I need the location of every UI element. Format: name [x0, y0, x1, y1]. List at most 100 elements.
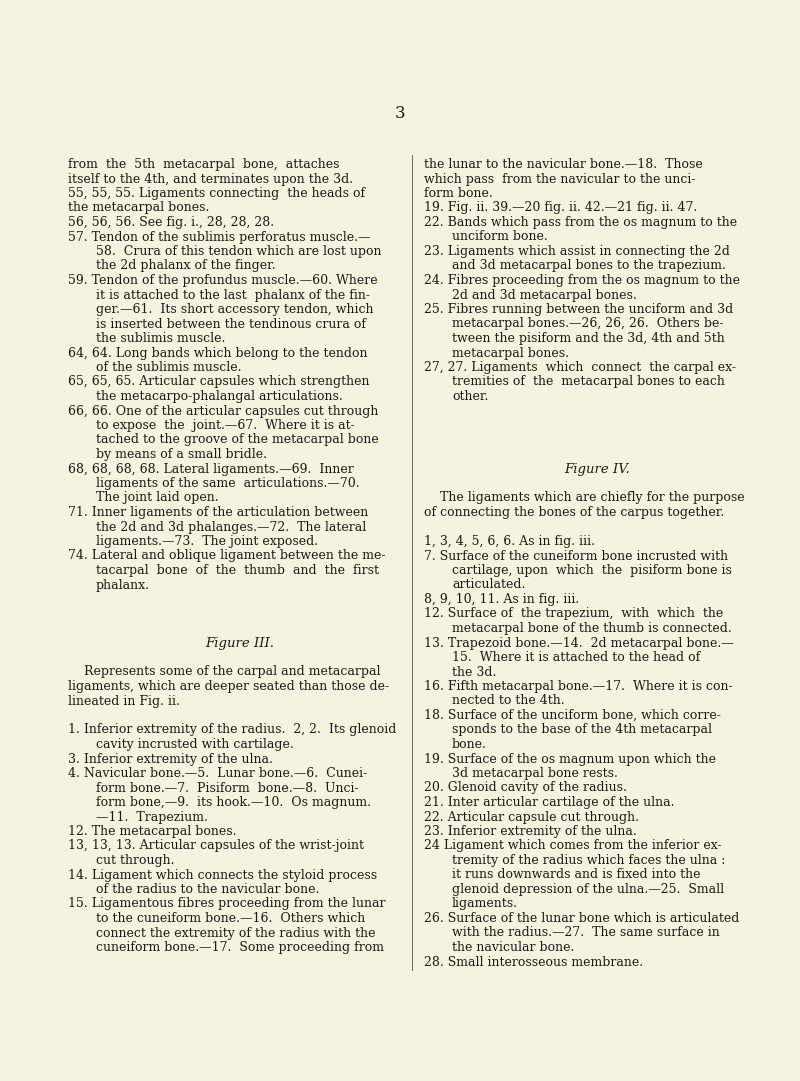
- Text: The joint laid open.: The joint laid open.: [96, 492, 218, 505]
- Text: the 2d phalanx of the finger.: the 2d phalanx of the finger.: [96, 259, 276, 272]
- Text: ger.—61.  Its short accessory tendon, which: ger.—61. Its short accessory tendon, whi…: [96, 303, 374, 316]
- Text: 57. Tendon of the sublimis perforatus muscle.—: 57. Tendon of the sublimis perforatus mu…: [68, 230, 370, 243]
- Text: itself to the 4th, and terminates upon the 3d.: itself to the 4th, and terminates upon t…: [68, 173, 353, 186]
- Text: 22. Bands which pass from the os magnum to the: 22. Bands which pass from the os magnum …: [424, 216, 737, 229]
- Text: connect the extremity of the radius with the: connect the extremity of the radius with…: [96, 926, 375, 939]
- Text: the navicular bone.: the navicular bone.: [452, 940, 574, 955]
- Text: the sublimis muscle.: the sublimis muscle.: [96, 332, 226, 345]
- Text: the 2d and 3d phalanges.—72.  The lateral: the 2d and 3d phalanges.—72. The lateral: [96, 520, 366, 534]
- Text: articulated.: articulated.: [452, 578, 526, 591]
- Text: ligaments of the same  articulations.—70.: ligaments of the same articulations.—70.: [96, 477, 360, 490]
- Text: 14. Ligament which connects the styloid process: 14. Ligament which connects the styloid …: [68, 868, 377, 881]
- Text: 55, 55, 55. Ligaments connecting  the heads of: 55, 55, 55. Ligaments connecting the hea…: [68, 187, 365, 200]
- Text: by means of a small bridle.: by means of a small bridle.: [96, 448, 267, 461]
- Text: tremity of the radius which faces the ulna :: tremity of the radius which faces the ul…: [452, 854, 726, 867]
- Text: 59. Tendon of the profundus muscle.—60. Where: 59. Tendon of the profundus muscle.—60. …: [68, 273, 378, 286]
- Text: 13. Trapezoid bone.—14.  2d metacarpal bone.—: 13. Trapezoid bone.—14. 2d metacarpal bo…: [424, 637, 734, 650]
- Text: tremities of  the  metacarpal bones to each: tremities of the metacarpal bones to eac…: [452, 375, 725, 388]
- Text: unciform bone.: unciform bone.: [452, 230, 548, 243]
- Text: ligaments.—73.  The joint exposed.: ligaments.—73. The joint exposed.: [96, 535, 318, 548]
- Text: Figure IV.: Figure IV.: [564, 463, 630, 476]
- Text: cuneiform bone.—17.  Some proceeding from: cuneiform bone.—17. Some proceeding from: [96, 940, 384, 955]
- Text: 4. Navicular bone.—5.  Lunar bone.—6.  Cunei-: 4. Navicular bone.—5. Lunar bone.—6. Cun…: [68, 768, 367, 780]
- Text: 23. Ligaments which assist in connecting the 2d: 23. Ligaments which assist in connecting…: [424, 245, 730, 258]
- Text: 56, 56, 56. See fig. i., 28, 28, 28.: 56, 56, 56. See fig. i., 28, 28, 28.: [68, 216, 274, 229]
- Text: bone.: bone.: [452, 738, 487, 751]
- Text: sponds to the base of the 4th metacarpal: sponds to the base of the 4th metacarpal: [452, 723, 712, 736]
- Text: with the radius.—27.  The same surface in: with the radius.—27. The same surface in: [452, 926, 720, 939]
- Text: 7. Surface of the cuneiform bone incrusted with: 7. Surface of the cuneiform bone incrust…: [424, 549, 728, 562]
- Text: Figure III.: Figure III.: [206, 637, 274, 650]
- Text: other.: other.: [452, 390, 488, 403]
- Text: form bone.: form bone.: [424, 187, 493, 200]
- Text: 58.  Crura of this tendon which are lost upon: 58. Crura of this tendon which are lost …: [96, 245, 382, 258]
- Text: metacarpal bone of the thumb is connected.: metacarpal bone of the thumb is connecte…: [452, 622, 732, 635]
- Text: which pass  from the navicular to the unci-: which pass from the navicular to the unc…: [424, 173, 695, 186]
- Text: 1. Inferior extremity of the radius.  2, 2.  Its glenoid: 1. Inferior extremity of the radius. 2, …: [68, 723, 396, 736]
- Text: tween the pisiform and the 3d, 4th and 5th: tween the pisiform and the 3d, 4th and 5…: [452, 332, 725, 345]
- Text: 25. Fibres running between the unciform and 3d: 25. Fibres running between the unciform …: [424, 303, 734, 316]
- Text: 15. Ligamentous fibres proceeding from the lunar: 15. Ligamentous fibres proceeding from t…: [68, 897, 386, 910]
- Text: 26. Surface of the lunar bone which is articulated: 26. Surface of the lunar bone which is a…: [424, 912, 739, 925]
- Text: 13, 13, 13. Articular capsules of the wrist-joint: 13, 13, 13. Articular capsules of the wr…: [68, 840, 364, 853]
- Text: and 3d metacarpal bones to the trapezium.: and 3d metacarpal bones to the trapezium…: [452, 259, 726, 272]
- Text: the 3d.: the 3d.: [452, 666, 496, 679]
- Text: tached to the groove of the metacarpal bone: tached to the groove of the metacarpal b…: [96, 433, 378, 446]
- Text: it is attached to the last  phalanx of the fin-: it is attached to the last phalanx of th…: [96, 289, 370, 302]
- Text: glenoid depression of the ulna.—25.  Small: glenoid depression of the ulna.—25. Smal…: [452, 883, 724, 896]
- Text: to expose  the  joint.—67.  Where it is at-: to expose the joint.—67. Where it is at-: [96, 419, 354, 432]
- Text: 21. Inter articular cartilage of the ulna.: 21. Inter articular cartilage of the uln…: [424, 796, 674, 809]
- Text: 27, 27. Ligaments  which  connect  the carpal ex-: 27, 27. Ligaments which connect the carp…: [424, 361, 736, 374]
- Text: phalanx.: phalanx.: [96, 578, 150, 591]
- Text: 3d metacarpal bone rests.: 3d metacarpal bone rests.: [452, 768, 618, 780]
- Text: 8, 9, 10, 11. As in fig. iii.: 8, 9, 10, 11. As in fig. iii.: [424, 593, 579, 606]
- Text: nected to the 4th.: nected to the 4th.: [452, 694, 565, 707]
- Text: 12. The metacarpal bones.: 12. The metacarpal bones.: [68, 825, 237, 838]
- Text: 71. Inner ligaments of the articulation between: 71. Inner ligaments of the articulation …: [68, 506, 368, 519]
- Text: 68, 68, 68, 68. Lateral ligaments.—69.  Inner: 68, 68, 68, 68. Lateral ligaments.—69. I…: [68, 463, 354, 476]
- Text: 16. Fifth metacarpal bone.—17.  Where it is con-: 16. Fifth metacarpal bone.—17. Where it …: [424, 680, 733, 693]
- Text: form bone,—9.  its hook.—10.  Os magnum.: form bone,—9. its hook.—10. Os magnum.: [96, 796, 371, 809]
- Text: 24. Fibres proceeding from the os magnum to the: 24. Fibres proceeding from the os magnum…: [424, 273, 740, 286]
- Text: 23. Inferior extremity of the ulna.: 23. Inferior extremity of the ulna.: [424, 825, 637, 838]
- Text: 3. Inferior extremity of the ulna.: 3. Inferior extremity of the ulna.: [68, 752, 273, 765]
- Text: 74. Lateral and oblique ligament between the me-: 74. Lateral and oblique ligament between…: [68, 549, 386, 562]
- Text: lineated in Fig. ii.: lineated in Fig. ii.: [68, 694, 180, 707]
- Text: The ligaments which are chiefly for the purpose: The ligaments which are chiefly for the …: [424, 492, 745, 505]
- Text: 1, 3, 4, 5, 6, 6. As in fig. iii.: 1, 3, 4, 5, 6, 6. As in fig. iii.: [424, 535, 595, 548]
- Text: cavity incrusted with cartilage.: cavity incrusted with cartilage.: [96, 738, 294, 751]
- Text: to the cuneiform bone.—16.  Others which: to the cuneiform bone.—16. Others which: [96, 912, 366, 925]
- Text: from  the  5th  metacarpal  bone,  attaches: from the 5th metacarpal bone, attaches: [68, 158, 339, 171]
- Text: 19. Fig. ii. 39.—20 fig. ii. 42.—21 fig. ii. 47.: 19. Fig. ii. 39.—20 fig. ii. 42.—21 fig.…: [424, 201, 698, 214]
- Text: form bone.—7.  Pisiform  bone.—8.  Unci-: form bone.—7. Pisiform bone.—8. Unci-: [96, 782, 358, 795]
- Text: 65, 65, 65. Articular capsules which strengthen: 65, 65, 65. Articular capsules which str…: [68, 375, 370, 388]
- Text: metacarpal bones.—26, 26, 26.  Others be-: metacarpal bones.—26, 26, 26. Others be-: [452, 318, 723, 331]
- Text: the metacarpo-phalangal articulations.: the metacarpo-phalangal articulations.: [96, 390, 342, 403]
- Text: 22. Articular capsule cut through.: 22. Articular capsule cut through.: [424, 811, 639, 824]
- Text: 24 Ligament which comes from the inferior ex-: 24 Ligament which comes from the inferio…: [424, 840, 722, 853]
- Text: 20. Glenoid cavity of the radius.: 20. Glenoid cavity of the radius.: [424, 782, 627, 795]
- Text: 66, 66. One of the articular capsules cut through: 66, 66. One of the articular capsules cu…: [68, 404, 378, 417]
- Text: cut through.: cut through.: [96, 854, 174, 867]
- Text: Represents some of the carpal and metacarpal: Represents some of the carpal and metaca…: [68, 666, 381, 679]
- Text: 12. Surface of  the trapezium,  with  which  the: 12. Surface of the trapezium, with which…: [424, 608, 723, 620]
- Text: 18. Surface of the unciform bone, which corre-: 18. Surface of the unciform bone, which …: [424, 709, 721, 722]
- Text: ligaments, which are deeper seated than those de-: ligaments, which are deeper seated than …: [68, 680, 389, 693]
- Text: 2d and 3d metacarpal bones.: 2d and 3d metacarpal bones.: [452, 289, 637, 302]
- Text: the lunar to the navicular bone.—18.  Those: the lunar to the navicular bone.—18. Tho…: [424, 158, 702, 171]
- Text: of the radius to the navicular bone.: of the radius to the navicular bone.: [96, 883, 319, 896]
- Text: it runs downwards and is fixed into the: it runs downwards and is fixed into the: [452, 868, 701, 881]
- Text: metacarpal bones.: metacarpal bones.: [452, 347, 569, 360]
- Text: the metacarpal bones.: the metacarpal bones.: [68, 201, 210, 214]
- Text: 28. Small interosseous membrane.: 28. Small interosseous membrane.: [424, 956, 643, 969]
- Text: tacarpal  bone  of  the  thumb  and  the  first: tacarpal bone of the thumb and the first: [96, 564, 379, 577]
- Text: —11.  Trapezium.: —11. Trapezium.: [96, 811, 208, 824]
- Text: 64, 64. Long bands which belong to the tendon: 64, 64. Long bands which belong to the t…: [68, 347, 367, 360]
- Text: 15.  Where it is attached to the head of: 15. Where it is attached to the head of: [452, 651, 700, 664]
- Text: 19. Surface of the os magnum upon which the: 19. Surface of the os magnum upon which …: [424, 752, 716, 765]
- Text: is inserted between the tendinous crura of: is inserted between the tendinous crura …: [96, 318, 366, 331]
- Text: of the sublimis muscle.: of the sublimis muscle.: [96, 361, 242, 374]
- Text: cartilage, upon  which  the  pisiform bone is: cartilage, upon which the pisiform bone …: [452, 564, 732, 577]
- Text: of connecting the bones of the carpus together.: of connecting the bones of the carpus to…: [424, 506, 724, 519]
- Text: ligaments.: ligaments.: [452, 897, 518, 910]
